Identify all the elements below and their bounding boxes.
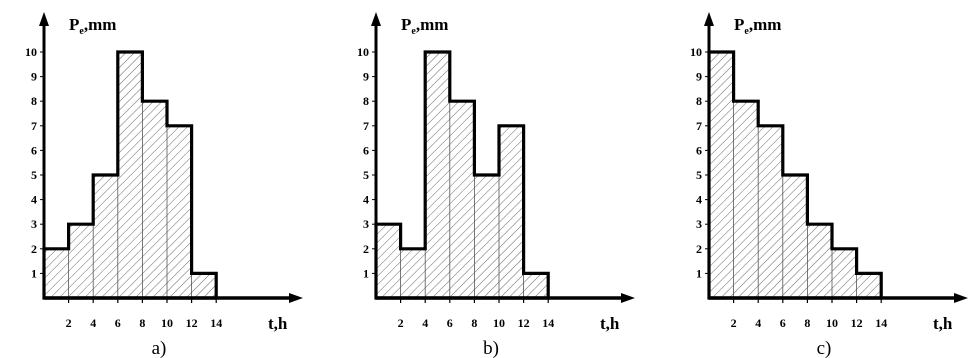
x-tick-label: 8 (471, 316, 477, 330)
x-axis-arrow-icon (954, 293, 968, 303)
x-tick-label: 4 (422, 316, 428, 330)
step-outline (707, 50, 883, 300)
y-axis-arrow-icon (371, 12, 381, 26)
y-axis-title-sub: e (79, 26, 84, 37)
x-tick-label: 4 (755, 316, 761, 330)
x-tick-label: 14 (210, 316, 222, 330)
y-tick-label: 10 (357, 45, 369, 59)
x-tick-label: 2 (66, 316, 72, 330)
y-tick-label: 9 (696, 70, 702, 84)
y-tick-label: 10 (690, 45, 702, 59)
y-tick-label: 2 (31, 242, 37, 256)
x-tick-label: 14 (875, 316, 887, 330)
y-tick-label: 2 (363, 242, 369, 256)
y-axis-arrow-icon (704, 12, 714, 26)
y-tick-label: 7 (31, 119, 37, 133)
y-tick-label: 1 (696, 266, 702, 280)
x-tick-label: 10 (161, 316, 173, 330)
y-tick-label: 4 (363, 193, 369, 207)
panel-label-b: b) (483, 338, 499, 358)
hatched-area (376, 52, 549, 298)
y-tick-label: 4 (696, 193, 702, 207)
y-tick-label: 5 (696, 168, 702, 182)
y-axis-title-main: P (734, 15, 744, 34)
y-tick-label: 5 (31, 168, 37, 182)
y-tick-label: 4 (31, 193, 37, 207)
x-tick-label: 6 (780, 316, 786, 330)
x-axis-arrow-icon (289, 293, 303, 303)
y-tick-label: 9 (31, 70, 37, 84)
y-tick-label: 6 (31, 143, 37, 157)
x-tick-label: 2 (398, 316, 404, 330)
y-tick-label: 3 (31, 217, 37, 231)
x-tick-label: 6 (447, 316, 453, 330)
x-tick-label: 12 (518, 316, 530, 330)
x-tick-label: 2 (731, 316, 737, 330)
y-tick-label: 2 (696, 242, 702, 256)
panel-label-c: c) (817, 338, 832, 358)
y-axis-title-sub: e (411, 26, 416, 37)
x-axis-title: t,h (600, 314, 620, 333)
x-axis-title: t,h (268, 314, 288, 333)
x-axis-arrow-icon (621, 293, 635, 303)
y-tick-label: 7 (363, 119, 369, 133)
y-tick-label: 9 (363, 70, 369, 84)
y-tick-label: 7 (696, 119, 702, 133)
y-tick-label: 10 (25, 45, 37, 59)
y-tick-label: 5 (363, 168, 369, 182)
y-axis-title-main: P (69, 15, 79, 34)
y-axis-title: Pe,mm (401, 15, 448, 37)
x-tick-label: 8 (804, 316, 810, 330)
step-outline (42, 50, 218, 300)
y-axis-title-tail: ,mm (84, 15, 117, 34)
y-axis-title-tail: ,mm (749, 15, 782, 34)
step-outline (374, 50, 550, 300)
x-tick-label: 12 (186, 316, 198, 330)
y-tick-label: 8 (363, 94, 369, 108)
y-tick-label: 8 (31, 94, 37, 108)
x-tick-label: 10 (493, 316, 505, 330)
x-tick-label: 6 (115, 316, 121, 330)
hatched-area (44, 52, 217, 298)
x-tick-label: 10 (826, 316, 838, 330)
y-axis-title: Pe,mm (734, 15, 781, 37)
x-tick-label: 8 (139, 316, 145, 330)
y-axis-title-tail: ,mm (416, 15, 449, 34)
y-axis-arrow-icon (39, 12, 49, 26)
y-axis-title-sub: e (744, 26, 749, 37)
x-tick-label: 4 (90, 316, 96, 330)
y-axis-title: Pe,mm (69, 15, 116, 37)
y-tick-label: 3 (696, 217, 702, 231)
y-tick-label: 6 (696, 143, 702, 157)
y-tick-label: 8 (696, 94, 702, 108)
panel-label-a: a) (152, 338, 167, 358)
x-tick-label: 12 (851, 316, 863, 330)
y-tick-label: 6 (363, 143, 369, 157)
y-tick-label: 1 (31, 266, 37, 280)
y-tick-label: 3 (363, 217, 369, 231)
y-axis-title-main: P (401, 15, 411, 34)
y-tick-label: 1 (363, 266, 369, 280)
x-axis-title: t,h (933, 314, 953, 333)
x-tick-label: 14 (542, 316, 554, 330)
